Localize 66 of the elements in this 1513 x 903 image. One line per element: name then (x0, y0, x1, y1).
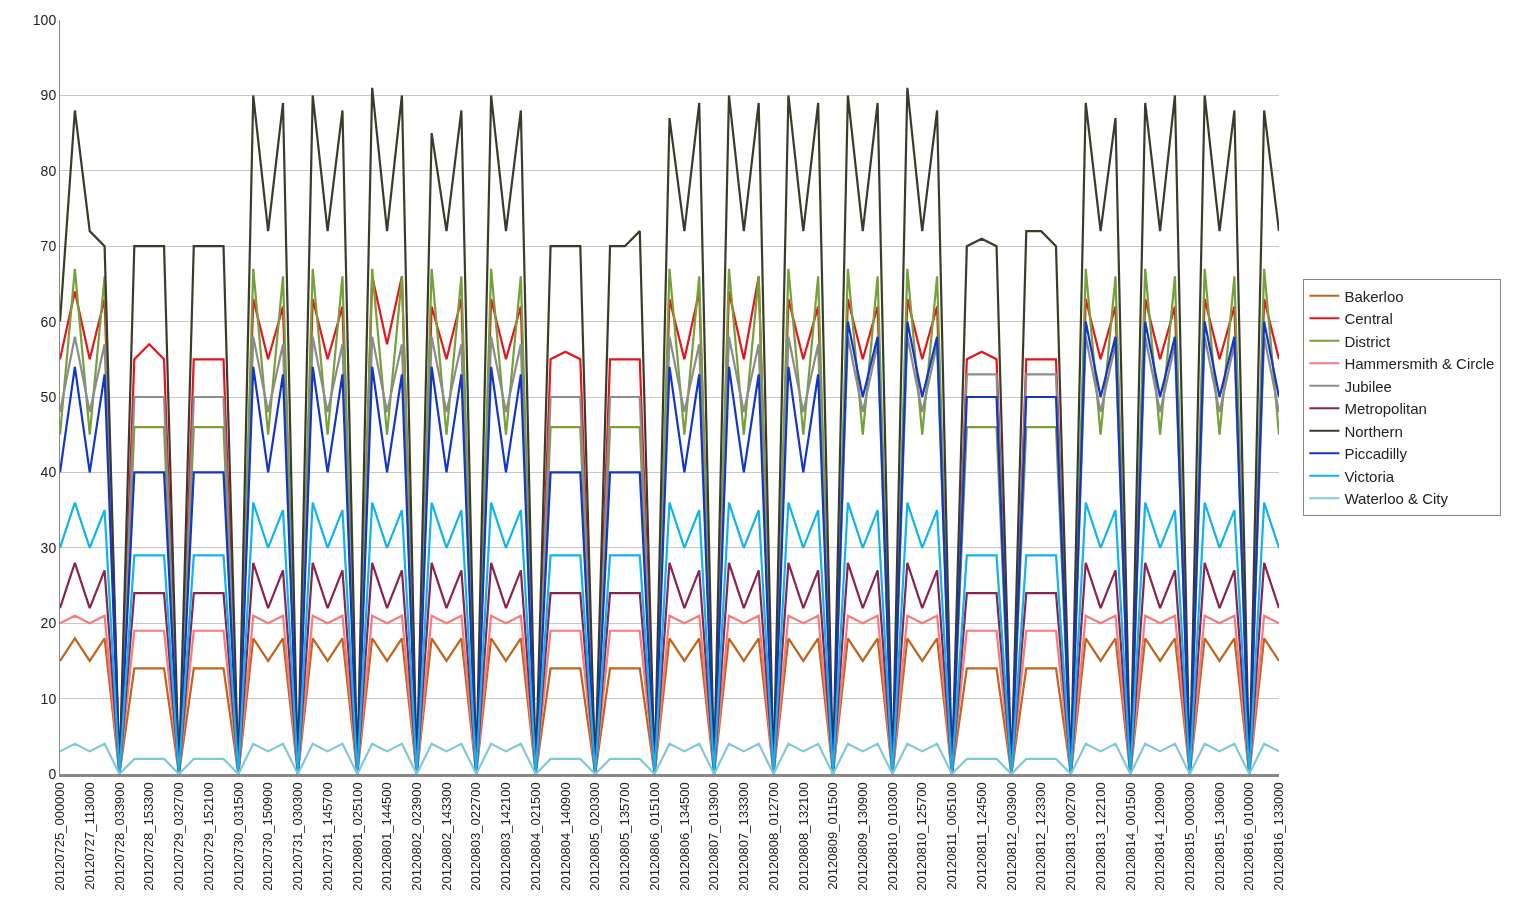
y-tick-label: 30 (40, 539, 57, 556)
x-tick-label: 20120807_133300 (736, 782, 752, 891)
y-tick-label: 80 (40, 162, 57, 179)
line-series (60, 561, 1279, 774)
legend-label: Metropolitan (1344, 400, 1427, 418)
x-tick-label: 20120811_124500 (973, 782, 989, 890)
x-tick-label: 20120807_013900 (706, 782, 722, 891)
x-tick-label: 20120728_153300 (141, 782, 157, 891)
x-tick-label: 20120813_002700 (1063, 782, 1079, 891)
legend-label: Bakerloo (1344, 287, 1404, 305)
x-tick-label: 20120728_033900 (111, 782, 127, 891)
x-tick-label: 20120731_145700 (319, 782, 335, 891)
legend-label: District (1344, 332, 1392, 350)
x-tick-label: 20120815_000300 (1182, 782, 1198, 891)
x-tick-label: 20120725_000000 (52, 782, 68, 891)
x-tick-label: 20120808_132100 (795, 782, 811, 891)
x-tick-label: 20120814_001500 (1122, 782, 1138, 891)
x-tick-label: 20120803_142100 (498, 782, 514, 891)
x-tick-label: 20120802_023900 (409, 782, 425, 891)
x-tick-label: 20120809_011500 (825, 782, 841, 890)
x-tick-label: 20120812_123300 (1033, 782, 1049, 891)
legend-label: Victoria (1344, 467, 1395, 485)
x-tick-label: 20120809_130900 (854, 782, 870, 891)
legend-label: Waterloo & City (1344, 490, 1449, 508)
x-tick-label: 20120805_135700 (617, 782, 633, 891)
y-tick-label: 60 (40, 313, 57, 330)
x-tick-label: 20120816_010000 (1241, 782, 1257, 891)
x-tick-label: 20120727_113000 (81, 782, 97, 890)
x-tick-label: 20120730_150900 (260, 782, 276, 891)
line-series (60, 742, 1279, 774)
x-tick-label: 20120801_144500 (379, 782, 395, 891)
x-tick-label: 20120802_143300 (438, 782, 454, 891)
y-tick-label: 70 (40, 238, 57, 255)
x-tick-label: 20120805_020300 (587, 782, 603, 891)
x-tick-label: 20120803_022700 (468, 782, 484, 891)
x-tick-label: 20120812_003900 (1003, 782, 1019, 891)
x-tick-label: 20120810_125700 (914, 782, 930, 891)
y-tick-label: 40 (40, 464, 57, 481)
x-tick-label: 20120811_005100 (944, 782, 960, 890)
x-tick-label: 20120813_122100 (1092, 782, 1108, 891)
x-tick-label: 20120814_120900 (1152, 782, 1168, 891)
y-tick-label: 0 (48, 765, 57, 782)
x-tick-label: 20120801_025100 (349, 782, 365, 891)
x-tick-label: 20120730_031500 (230, 782, 246, 891)
y-tick-label: 20 (40, 615, 57, 632)
legend-label: Central (1344, 310, 1393, 328)
x-tick-label: 20120804_140900 (557, 782, 573, 891)
x-tick-label: 20120816_133000 (1271, 782, 1287, 891)
x-tick-label: 20120808_012700 (765, 782, 781, 891)
x-tick-label: 20120804_021500 (527, 782, 543, 891)
x-tick-label: 20120731_030300 (290, 782, 306, 891)
x-tick-label: 20120815_130600 (1211, 782, 1227, 891)
y-tick-label: 50 (40, 388, 57, 405)
x-tick-label: 20120810_010300 (884, 782, 900, 891)
x-tick-label: 20120806_015100 (646, 782, 662, 891)
y-tick-label: 100 (32, 11, 57, 28)
x-tick-label: 20120729_032700 (171, 782, 187, 891)
x-tick-label: 20120729_152100 (200, 782, 216, 891)
line-series (60, 501, 1279, 774)
legend-label: Hammersmith & Circle (1344, 355, 1495, 373)
legend-label: Jubilee (1344, 377, 1392, 395)
y-tick-label: 90 (40, 87, 57, 104)
y-tick-label: 10 (40, 690, 57, 707)
legend-label: Piccadilly (1344, 445, 1408, 463)
legend-label: Northern (1344, 422, 1403, 440)
x-tick-label: 20120806_134500 (676, 782, 692, 891)
